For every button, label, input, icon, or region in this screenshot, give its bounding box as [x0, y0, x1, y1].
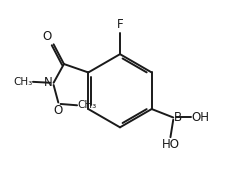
Text: B: B [174, 111, 182, 124]
Text: CH₃: CH₃ [13, 77, 32, 87]
Text: F: F [117, 18, 123, 31]
Text: OH: OH [192, 111, 210, 124]
Text: CH₃: CH₃ [78, 100, 97, 110]
Text: O: O [42, 30, 51, 43]
Text: O: O [54, 104, 63, 117]
Text: HO: HO [162, 138, 180, 151]
Text: N: N [44, 76, 53, 89]
